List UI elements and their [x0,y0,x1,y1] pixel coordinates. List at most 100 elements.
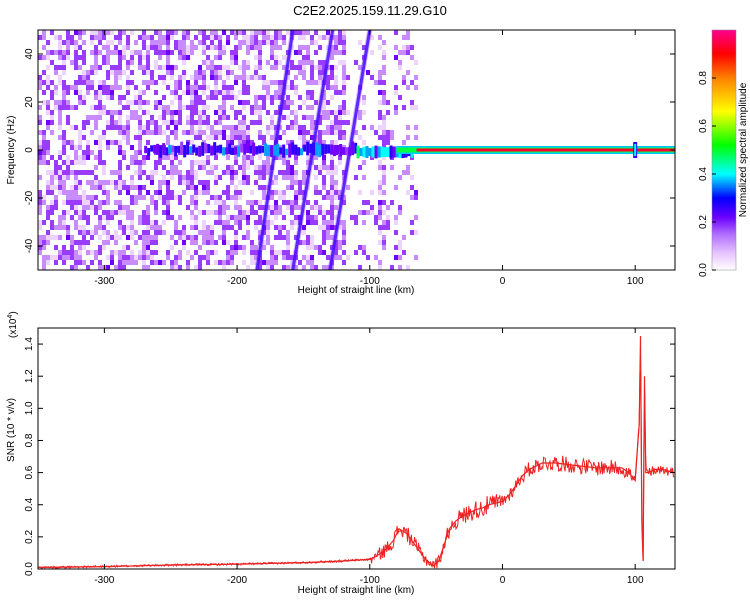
spectrogram-cell [38,80,42,85]
spectrogram-cell [66,120,70,125]
spectrogram-cell [294,205,298,210]
spectrogram-cell [214,30,218,35]
spectrogram-cell [186,85,190,90]
spectrogram-cell [214,45,218,50]
spectrogram-cell [342,220,346,225]
spectrogram-cell [190,125,194,130]
spectrogram-cell [326,235,330,240]
spectrogram-cell [178,95,182,100]
spectrogram-cell [278,135,282,140]
spectrogram-cell [54,70,58,75]
spectrogram-cell [306,60,310,65]
spectrogram-cell [178,115,182,120]
spectrogram-cell [278,80,282,85]
spectrogram-cell [194,75,198,80]
spectrogram-cell [254,100,258,105]
spectrogram-cell [242,65,246,70]
spectrogram-cell [286,160,290,165]
spectrogram-cell [102,215,106,220]
spectrogram-cell [374,220,378,225]
spectrogram-cell [66,45,70,50]
spectrogram-cell [134,110,138,115]
spectrogram-cell [402,50,406,55]
spectrogram-cell [266,205,270,210]
spectrogram-cell [318,170,322,175]
spectrogram-cell [294,220,298,225]
spectrogram-cell [346,75,350,80]
spectrogram-cell [194,85,198,90]
spectrogram-cell [110,70,114,75]
spectrogram-cell [330,110,334,115]
spectrogram-cell [234,50,238,55]
spectrogram-cell [210,230,214,235]
spectrogram-cell [338,50,342,55]
spectrogram-cell [186,115,190,120]
spectrogram-cell [102,225,106,230]
spectrogram-cell [210,75,214,80]
spectrogram-carrier-cell [333,145,337,157]
spectrogram-cell [246,220,250,225]
spectrogram-cell [258,230,262,235]
spectrogram-cell [82,50,86,55]
spectrogram-cell [130,155,134,160]
spectrogram-cell [58,100,62,105]
spectrogram-carrier-cell [249,145,253,154]
spectrogram-cell [94,50,98,55]
spectrogram-carrier-cell [177,145,181,153]
spectrogram-cell [362,140,366,145]
spectrogram-cell [78,75,82,80]
spectrogram-cell [154,220,158,225]
spectrogram-cell [382,190,386,195]
spectrogram-cell [406,50,410,55]
spectrogram-cell [74,250,78,255]
spectrogram-cell [322,185,326,190]
spectrogram-cell [46,230,50,235]
spectrogram-cell [326,110,330,115]
spectrogram-carrier-cell [294,144,298,155]
spectrogram-cell [274,250,278,255]
snr-y-tick-label: 1.2 [24,369,35,383]
spectrogram-cell [382,80,386,85]
spectrogram-cell [338,155,342,160]
spectrogram-cell [142,65,146,70]
spectrogram-cell [178,105,182,110]
spectrogram-cell [190,110,194,115]
spectrogram-cell [134,100,138,105]
spectrogram-cell [254,70,258,75]
spectrogram-carrier-cell [339,144,343,157]
spectrogram-cell [74,150,78,155]
spectrogram-cell [398,210,402,215]
spectrogram-cell [154,65,158,70]
spectrogram-cell [198,180,202,185]
spectrogram-cell [98,80,102,85]
spectrogram-cell [54,260,58,265]
spectrogram-cell [102,165,106,170]
spectrogram-cell [214,200,218,205]
spectrogram-cell [278,45,282,50]
spectrogram-cell [74,50,78,55]
spectrogram-cell [378,200,382,205]
spectrogram-cell [318,35,322,40]
spectrogram-cell [374,80,378,85]
spectrogram-cell [122,150,126,155]
spectrogram-cell [62,180,66,185]
spectrogram-cell [62,65,66,70]
spectrogram-cell [302,230,306,235]
spectrogram-cell [278,225,282,230]
spectrogram-carrier-cell [300,148,304,156]
spectrogram-carrier-cell [291,142,295,155]
spectrogram-cell [114,235,118,240]
spectrogram-cell [150,235,154,240]
spectrogram-cell [322,265,326,270]
spectrogram-cell [318,80,322,85]
spectrogram-cell [66,155,70,160]
spectrogram-cell [166,110,170,115]
spectrogram-cell [74,55,78,60]
spectrogram-cell [246,125,250,130]
spectrogram-cell [174,225,178,230]
spectrogram-cell [266,265,270,270]
spectrogram-cell [382,165,386,170]
spectrogram-cell [382,130,386,135]
spectrogram-cell [122,55,126,60]
spectrogram-cell [202,220,206,225]
